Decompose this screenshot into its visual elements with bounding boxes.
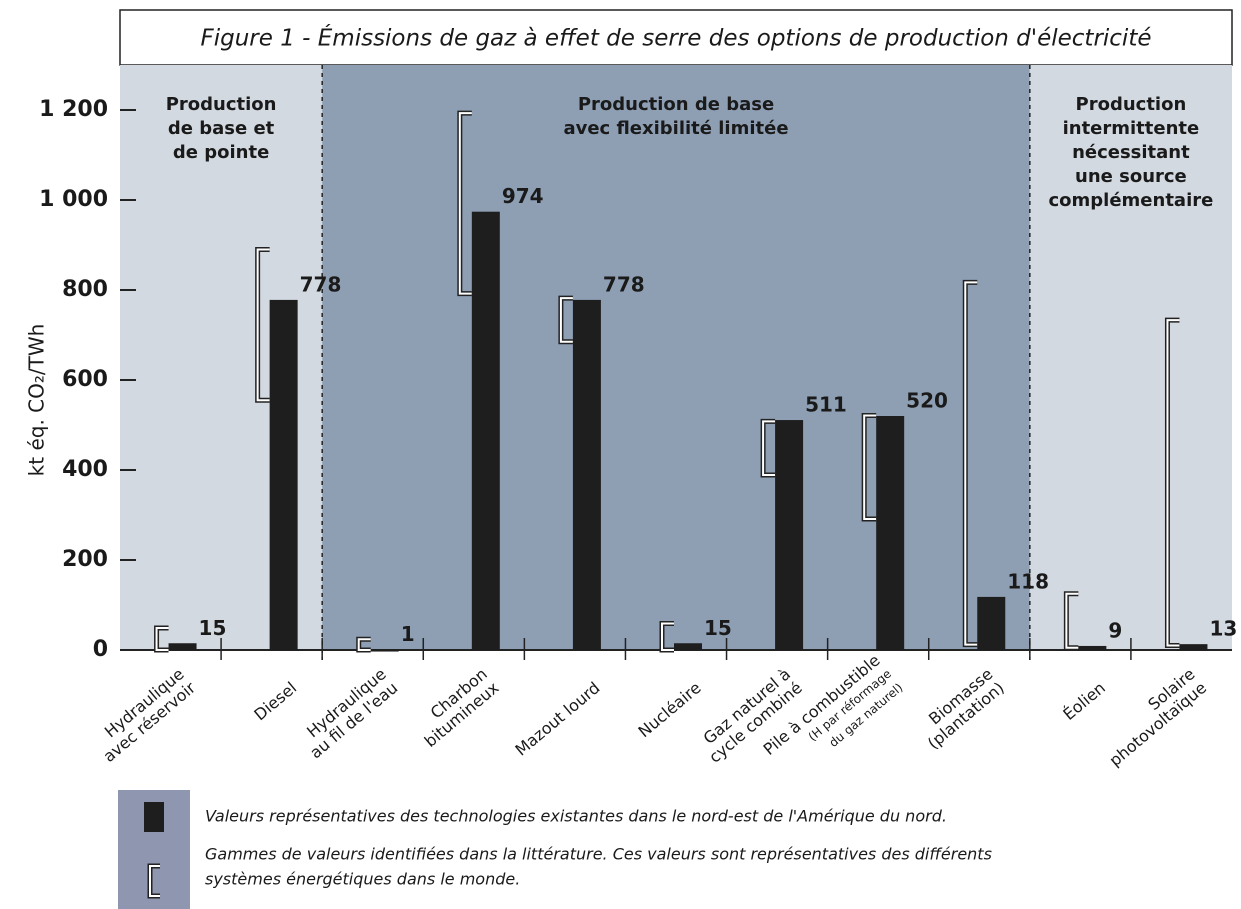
bar	[1179, 644, 1208, 650]
bar	[168, 643, 197, 650]
range-bracket	[964, 281, 978, 646]
region-label: complémentaire	[1048, 190, 1213, 211]
region-label: Production	[1076, 94, 1187, 115]
value-label: 974	[502, 184, 544, 208]
range-bracket	[155, 626, 169, 651]
x-tick-label: Mazout lourd	[512, 678, 604, 759]
value-label: 118	[1007, 569, 1049, 593]
legend-range-icon-inner	[149, 865, 160, 897]
bar	[977, 596, 1006, 650]
value-label: 511	[805, 393, 847, 417]
range-bracket	[458, 112, 472, 295]
bar	[775, 420, 804, 650]
chart-title: Figure 1 - Émissions de gaz à effet de s…	[200, 24, 1151, 52]
x-tick-label-group: Diesel	[250, 678, 300, 724]
bar	[1078, 645, 1107, 650]
range-bracket	[357, 638, 371, 651]
region-label: Production	[166, 94, 277, 115]
range-bracket	[1065, 592, 1079, 649]
legend-text: Valeurs représentatives des technologies…	[205, 807, 947, 826]
bar	[370, 649, 399, 652]
y-tick-label: 0	[93, 637, 108, 662]
x-tick-label-group: Éolien	[1059, 678, 1109, 724]
x-tick-label: Éolien	[1059, 678, 1109, 724]
bar	[572, 299, 601, 650]
bar	[269, 299, 298, 650]
y-tick-label: 200	[62, 547, 108, 572]
range-bracket	[863, 414, 877, 521]
legend-text: systèmes énergétiques dans le monde.	[205, 870, 520, 889]
region-label: de pointe	[173, 142, 269, 163]
x-tick-label-group: Biomasse(plantation)	[924, 664, 1008, 753]
region-label: Production de base	[578, 94, 774, 115]
range-bracket	[559, 297, 573, 343]
range-bracket	[1166, 319, 1180, 647]
region-label: une source	[1075, 166, 1187, 187]
x-tick-label: Diesel	[250, 678, 300, 724]
y-tick-label: 400	[62, 457, 108, 482]
legend-text: Gammes de valeurs identifiées dans la li…	[205, 845, 992, 864]
bar	[876, 416, 905, 650]
bar	[471, 211, 500, 650]
x-tick-label-group: Mazout lourd	[512, 678, 604, 759]
legend-bar-icon	[144, 802, 164, 832]
y-axis-label: kt éq. CO₂/TWh	[25, 324, 49, 477]
range-bracket	[762, 420, 776, 476]
value-label: 778	[300, 272, 342, 296]
region-label: avec flexibilité limitée	[563, 118, 788, 139]
value-label: 15	[199, 616, 227, 640]
value-label: 520	[906, 389, 948, 413]
range-bracket	[256, 248, 270, 402]
value-label: 13	[1209, 617, 1237, 641]
region-label: nécessitant	[1072, 142, 1190, 163]
region-label: intermittente	[1063, 118, 1200, 139]
range-bracket	[661, 622, 674, 651]
value-label: 1	[401, 622, 415, 646]
title-box	[119, 9, 1233, 66]
value-label: 778	[603, 272, 645, 296]
bar	[674, 643, 702, 650]
y-tick-label: 1 000	[39, 187, 108, 212]
region-label: de base et	[168, 118, 275, 139]
x-tick-label-group: Nucléaire	[635, 678, 705, 741]
y-tick-label: 800	[62, 277, 108, 302]
y-tick-label: 600	[62, 367, 108, 392]
value-label: 9	[1108, 618, 1122, 642]
region	[1029, 65, 1232, 650]
region	[322, 65, 1030, 650]
x-tick-label: Nucléaire	[635, 678, 705, 741]
value-label: 15	[704, 616, 732, 640]
y-tick-label: 1 200	[39, 97, 108, 122]
